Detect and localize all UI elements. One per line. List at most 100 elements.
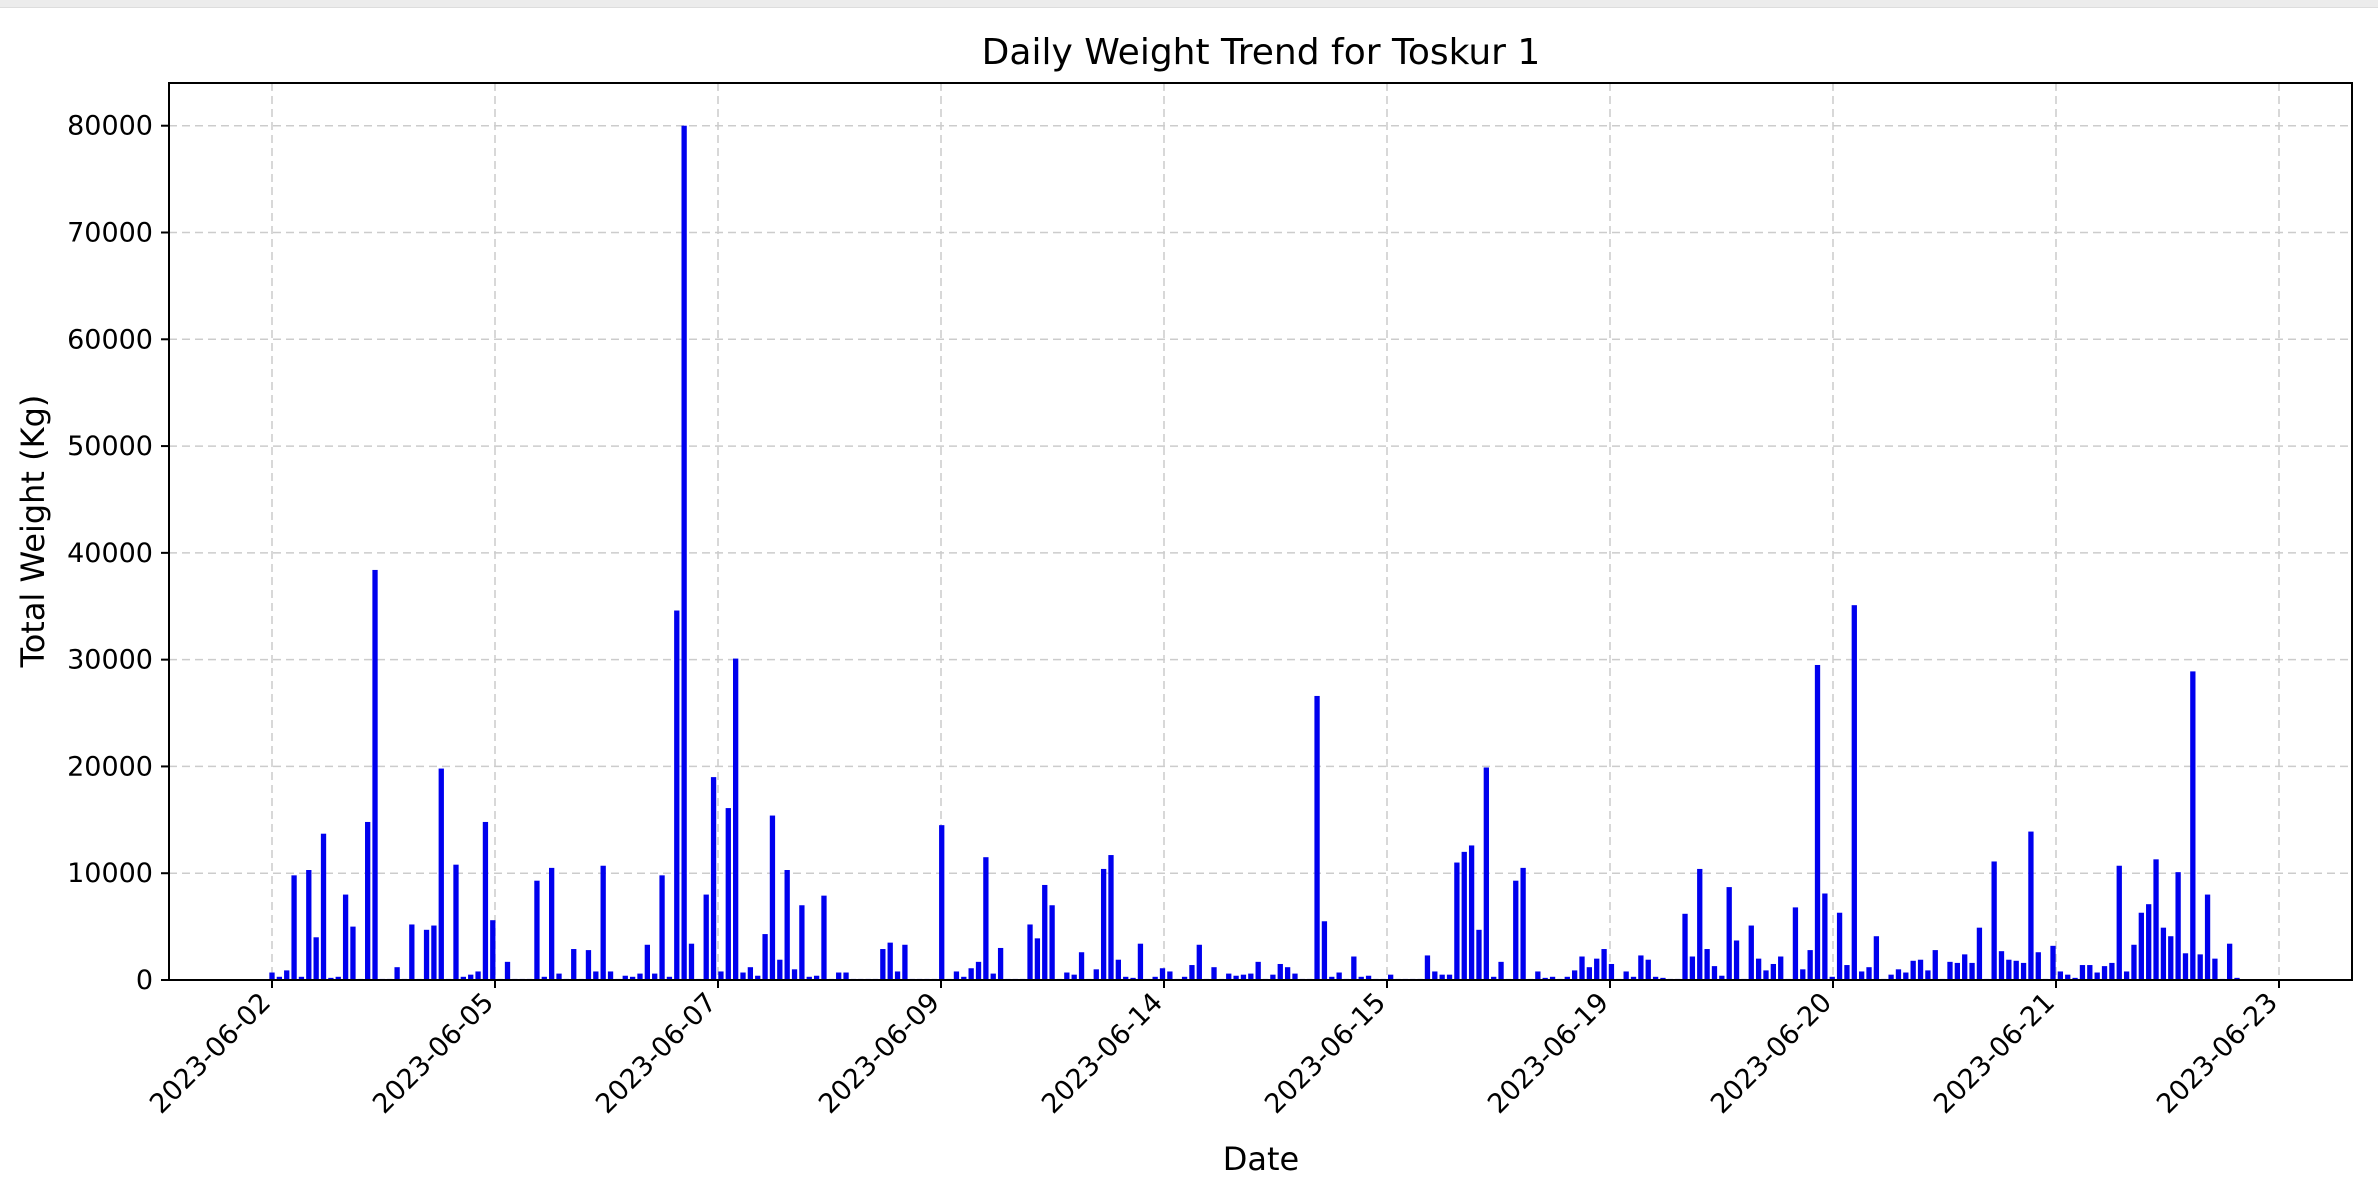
bar (659, 875, 665, 980)
bar (1542, 977, 1548, 980)
bar (666, 976, 673, 980)
x-tick-label: 2023-06-07 (590, 987, 723, 1120)
bar (1358, 976, 1364, 980)
bar (482, 821, 489, 980)
bar (1755, 958, 1762, 980)
bar (541, 976, 547, 980)
bar (674, 610, 680, 980)
bar (328, 977, 334, 980)
bar (1277, 963, 1283, 980)
bar (2079, 965, 2086, 980)
bar (681, 125, 687, 980)
bar (1733, 940, 1740, 980)
bar (1093, 969, 1099, 980)
x-tick-label: 2023-06-02 (144, 987, 277, 1120)
chart-title: Daily Weight Trend for Toskur 1 (982, 32, 1541, 73)
x-tick-label: 2023-06-20 (1705, 987, 1838, 1120)
bar (313, 937, 319, 980)
bar (2123, 971, 2130, 980)
bar (799, 905, 805, 980)
bar (423, 929, 430, 980)
x-tick-label: 2023-06-19 (1482, 987, 1615, 1120)
bar (961, 976, 967, 980)
bar (335, 976, 341, 980)
bar (791, 969, 798, 980)
bar (1954, 962, 1960, 980)
bar (1336, 972, 1342, 980)
bar (1991, 861, 1997, 980)
bar (2175, 872, 2181, 980)
bar (755, 975, 761, 980)
bar (1137, 943, 1144, 980)
bar (1064, 972, 1070, 980)
bar (1778, 956, 1784, 980)
bar (1807, 950, 1813, 980)
bar (1513, 880, 1519, 980)
bar (1483, 767, 1489, 980)
y-tick-label: 60000 (67, 324, 153, 355)
bar (2197, 954, 2203, 980)
bar (1233, 975, 1239, 980)
bar (549, 867, 555, 981)
bar (409, 924, 415, 980)
bar (1571, 970, 1578, 980)
bar (688, 943, 695, 980)
bar (490, 920, 496, 980)
bar (1601, 949, 1607, 980)
bar (1284, 967, 1291, 980)
x-axis: 2023-06-02 2023-06-05 2023-06-07 2023-06-09… (144, 980, 2284, 1120)
bar (1969, 962, 1975, 980)
bar (556, 973, 562, 980)
bar (475, 971, 481, 980)
bar (1579, 956, 1585, 980)
bar (1115, 959, 1121, 980)
bar (534, 880, 540, 980)
bar (1226, 973, 1232, 980)
bar (622, 975, 628, 980)
bar (350, 926, 356, 980)
bar (1623, 971, 1629, 980)
bar (468, 974, 474, 980)
bar (2006, 959, 2012, 980)
bar (784, 870, 790, 980)
bar (1719, 975, 1725, 980)
bar (1329, 976, 1335, 980)
bar (1255, 961, 1261, 980)
bar (1976, 927, 1983, 980)
bar (644, 944, 650, 980)
bar (306, 870, 312, 980)
bar (394, 967, 400, 980)
bar (1814, 664, 1821, 980)
bar (1564, 976, 1570, 980)
bar (431, 925, 437, 980)
bar (769, 815, 776, 980)
bar (997, 947, 1004, 980)
y-tick-label: 80000 (67, 111, 153, 142)
bar (291, 875, 297, 980)
bar (1998, 951, 2005, 980)
bar (1910, 960, 1916, 980)
bar (2234, 977, 2240, 980)
y-tick-label: 20000 (67, 751, 153, 782)
bar (504, 961, 511, 980)
bar (740, 972, 746, 980)
bar (284, 970, 290, 980)
y-tick-label: 30000 (67, 645, 153, 676)
bar (1388, 974, 1394, 980)
x-tick-label: 2023-06-15 (1259, 987, 1392, 1120)
y-axis: 0 10000 20000 30000 40000 50000 60000 70000 8000… (67, 111, 169, 996)
x-tick-label: 2023-06-09 (813, 987, 946, 1120)
bar (1152, 976, 1158, 980)
bar (1159, 968, 1166, 980)
bar (1925, 970, 1931, 980)
bar (1189, 965, 1195, 980)
bar (2131, 944, 2137, 980)
bar (1586, 967, 1593, 980)
bar (990, 973, 996, 980)
bar (1123, 976, 1129, 980)
bar (2020, 962, 2027, 980)
bar (975, 961, 982, 980)
bar (1704, 949, 1710, 980)
bar (1498, 961, 1504, 980)
y-tick-label: 0 (136, 965, 153, 996)
